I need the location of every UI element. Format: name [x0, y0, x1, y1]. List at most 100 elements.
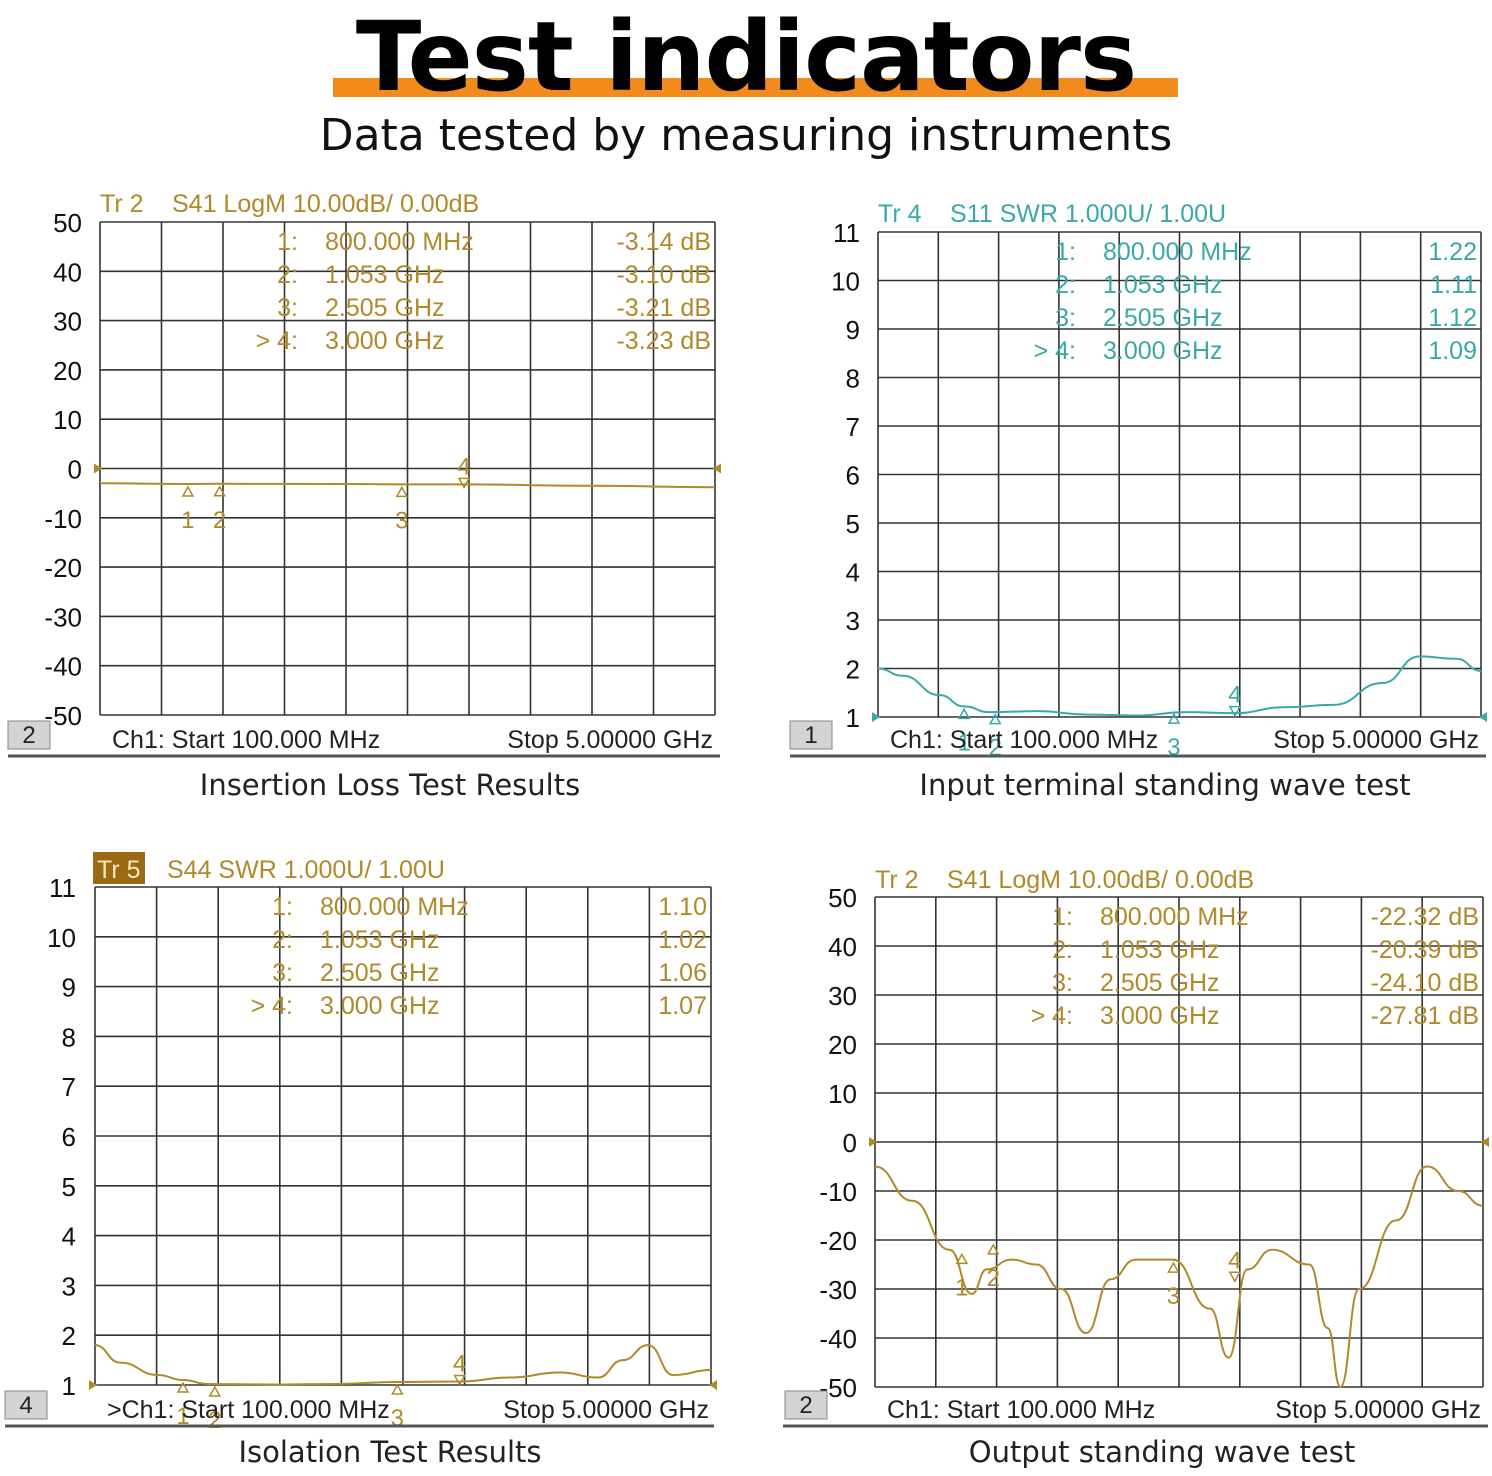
- marker-value: 1.11: [1430, 271, 1477, 299]
- marker-point-label: 4: [457, 453, 470, 480]
- marker-value: 1.09: [1428, 337, 1477, 365]
- marker-triangle: [176, 1381, 190, 1393]
- marker-value: 1.12: [1428, 304, 1477, 332]
- marker-number: > 4:: [251, 992, 293, 1020]
- caption-output-swr: Output standing wave test: [968, 1435, 1356, 1469]
- footer-start: Ch1: Start 100.000 MHz: [112, 726, 380, 754]
- y-tick-label: 6: [62, 1122, 76, 1152]
- y-tick-label: 30: [53, 307, 82, 337]
- marker-triangle: [955, 1252, 969, 1265]
- trace-label: Tr 4: [878, 200, 922, 228]
- reference-arrow-left: [869, 1137, 877, 1147]
- marker-value: -27.81 dB: [1371, 1002, 1479, 1030]
- marker-triangle: [1167, 1261, 1180, 1273]
- marker-frequency: 1.053 GHz: [1103, 271, 1223, 299]
- trace-info: S41 LogM 10.00dB/ 0.00dB: [172, 190, 479, 218]
- trace-info: S44 SWR 1.000U/ 1.00U: [167, 856, 445, 884]
- marker-frequency: 1.053 GHz: [320, 926, 440, 954]
- y-tick-label: 0: [843, 1128, 857, 1158]
- y-tick-label: 3: [62, 1271, 76, 1301]
- reference-arrow-right: [709, 1380, 717, 1390]
- channel-badge: 4: [19, 1392, 32, 1419]
- marker-value: -3.10 dB: [616, 261, 711, 289]
- y-tick-label: -40: [44, 652, 82, 682]
- marker-point-label: 1: [957, 729, 970, 756]
- reference-arrow-left: [872, 712, 880, 722]
- marker-value: 1.22: [1428, 238, 1477, 266]
- channel-badge-box: [784, 1390, 828, 1420]
- y-tick-label: 2: [846, 655, 860, 685]
- marker-triangle-active: [457, 477, 471, 489]
- y-tick-label: 8: [846, 364, 860, 394]
- marker-point-label: 2: [987, 1265, 1000, 1292]
- footer-stop: Stop 5.00000 GHz: [1273, 726, 1479, 754]
- marker-frequency: 3.000 GHz: [320, 992, 440, 1020]
- footer-stop: Stop 5.00000 GHz: [507, 726, 713, 754]
- marker-point-label: 2: [213, 507, 226, 534]
- channel-badge: 1: [804, 722, 817, 749]
- marker-point-label: 1: [955, 1274, 968, 1301]
- y-tick-label: 30: [828, 981, 857, 1011]
- marker-number: 1:: [1055, 238, 1076, 266]
- y-tick-label: 10: [53, 405, 82, 435]
- marker-frequency: 3.000 GHz: [325, 327, 445, 355]
- marker-value: 1.06: [658, 959, 707, 987]
- y-tick-label: 0: [68, 455, 82, 485]
- marker-value: -24.10 dB: [1371, 969, 1479, 997]
- reference-arrow-left: [89, 1380, 97, 1390]
- y-tick-label: 50: [828, 883, 857, 913]
- y-tick-label: 20: [828, 1030, 857, 1060]
- marker-number: 1:: [277, 228, 298, 256]
- page-subtitle: Data tested by measuring instruments: [319, 110, 1173, 161]
- y-tick-label: -20: [44, 553, 82, 583]
- marker-triangle: [986, 1243, 1000, 1255]
- reference-arrow-right: [1481, 1137, 1489, 1147]
- y-tick-label: 3: [846, 606, 860, 636]
- y-tick-label: 40: [53, 257, 82, 287]
- caption-input-swr: Input terminal standing wave test: [919, 768, 1411, 802]
- caption-isolation: Isolation Test Results: [238, 1435, 542, 1469]
- channel-badge: 2: [799, 1392, 812, 1419]
- marker-number: 2:: [272, 926, 293, 954]
- trace-label-highlight: [93, 852, 145, 884]
- footer-start: >Ch1: Start 100.000 MHz: [107, 1396, 390, 1424]
- y-tick-label: 11: [833, 218, 860, 248]
- y-tick-label: -40: [819, 1324, 857, 1354]
- footer-start: Ch1: Start 100.000 MHz: [890, 726, 1158, 754]
- trace-line-S11: [877, 655, 1482, 717]
- y-tick-label: 50: [53, 208, 82, 238]
- reference-arrow-right: [1479, 712, 1487, 722]
- y-tick-label: -30: [44, 602, 82, 632]
- marker-triangle: [181, 485, 195, 497]
- marker-frequency: 800.000 MHz: [325, 228, 474, 256]
- channel-badge-box: [789, 720, 833, 750]
- marker-number: > 4:: [1031, 1002, 1073, 1030]
- y-tick-label: 10: [831, 267, 860, 297]
- y-tick-label: -10: [44, 504, 82, 534]
- marker-number: 1:: [1052, 903, 1073, 931]
- y-tick-label: 4: [846, 558, 860, 588]
- channel-badge-box: [4, 1390, 48, 1420]
- y-tick-label: -30: [819, 1275, 857, 1305]
- channel-badge: 2: [22, 722, 35, 749]
- trace-label: Tr 2: [100, 190, 144, 218]
- y-tick-label: -10: [819, 1177, 857, 1207]
- marker-value: -3.21 dB: [616, 294, 711, 322]
- marker-point-label: 4: [1228, 682, 1241, 709]
- marker-frequency: 1.053 GHz: [325, 261, 445, 289]
- marker-point-label: 3: [395, 507, 408, 534]
- marker-number: 2:: [277, 261, 298, 289]
- channel-badge-box: [7, 720, 51, 750]
- marker-frequency: 1.053 GHz: [1100, 936, 1220, 964]
- y-tick-label: 20: [53, 356, 82, 386]
- y-tick-label: 5: [62, 1172, 76, 1202]
- marker-number: 3:: [1052, 969, 1073, 997]
- y-tick-label: 10: [828, 1079, 857, 1109]
- footer-stop: Stop 5.00000 GHz: [503, 1396, 709, 1424]
- y-tick-label: 7: [846, 412, 860, 442]
- y-tick-label: 9: [62, 973, 76, 1003]
